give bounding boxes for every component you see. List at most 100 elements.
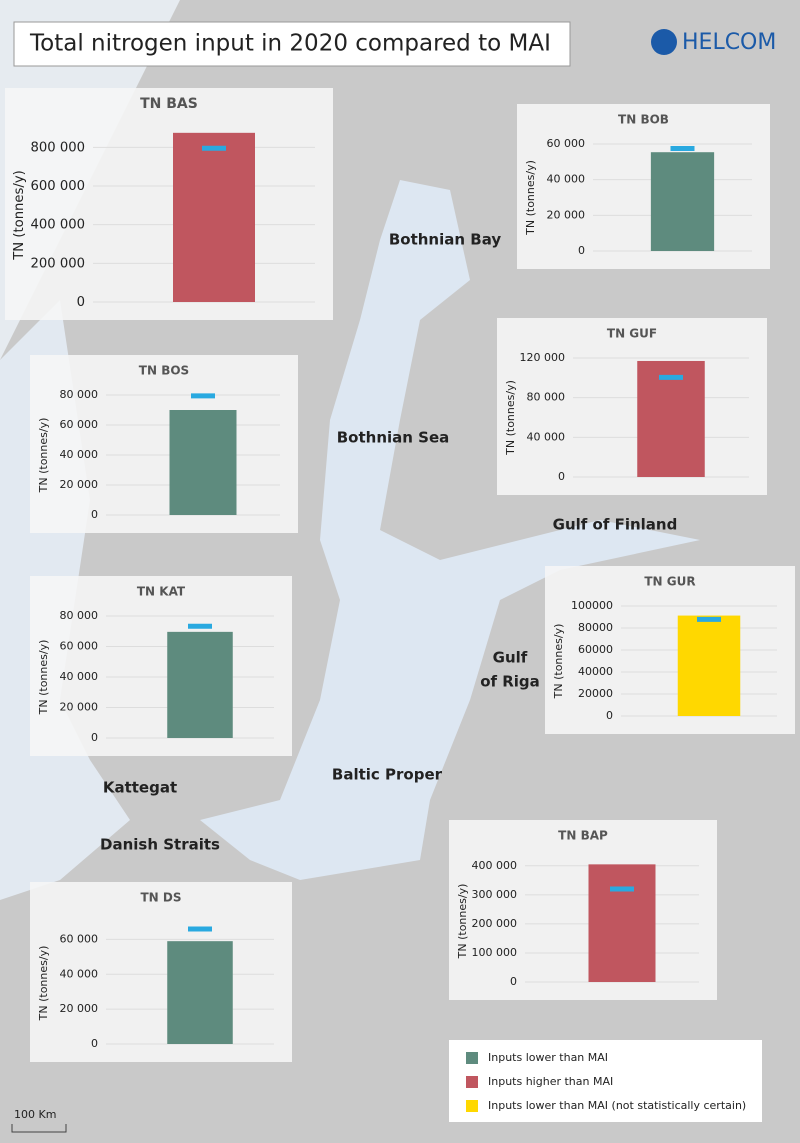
y-tick-label: 40 000: [60, 670, 99, 683]
y-tick-label: 20 000: [60, 701, 99, 714]
y-tick-label: 0: [578, 244, 585, 257]
scale-bar: [11, 1124, 67, 1133]
legend-swatch: [466, 1052, 478, 1064]
panel-bg: [30, 355, 298, 533]
y-axis-label: TN (tonnes/y): [504, 380, 517, 456]
chart-panel: TN KAT TN (tonnes/y) 0 20 000 40 000 60 000 80…: [30, 576, 292, 756]
chart-title: TN BOB: [618, 113, 669, 127]
y-tick-label: 300 000: [472, 888, 518, 901]
panel-bg: [449, 820, 717, 1000]
chart-title: TN GUR: [644, 575, 695, 589]
region-label: Gulf: [493, 649, 528, 667]
y-tick-label: 60 000: [60, 418, 99, 431]
region-labels: Bothnian Bay Bothnian Sea Gulf of Finland G…: [100, 231, 677, 854]
region-label: Danish Straits: [100, 836, 220, 854]
chart-title: TN KAT: [137, 585, 186, 599]
region-label: Bothnian Bay: [389, 231, 502, 249]
bar: [167, 941, 233, 1044]
y-tick-label: 100 000: [472, 946, 518, 959]
y-tick-label: 80 000: [60, 388, 99, 401]
y-tick-label: 0: [77, 295, 85, 310]
y-tick-label: 0: [91, 731, 98, 744]
y-tick-label: 100000: [571, 599, 613, 612]
y-tick-label: 120 000: [520, 351, 566, 364]
y-tick-label: 40000: [578, 665, 613, 678]
logo: HELCOM: [651, 29, 776, 55]
logo-icon: [651, 29, 677, 55]
y-tick-label: 200 000: [30, 256, 85, 271]
legend-label: Inputs lower than MAI (not statistically…: [488, 1099, 746, 1112]
chart-title: TN GUF: [607, 327, 657, 341]
panel-bg: [30, 882, 292, 1062]
region-label: Kattegat: [103, 779, 177, 797]
y-axis-label: TN (tonnes/y): [524, 160, 537, 236]
y-tick-label: 400 000: [30, 218, 85, 233]
y-tick-label: 800 000: [30, 140, 85, 155]
y-tick-label: 20 000: [547, 208, 586, 221]
region-label: Bothnian Sea: [337, 429, 450, 447]
logo-text: HELCOM: [682, 30, 776, 55]
title-box: [13, 21, 571, 67]
legend-label: Inputs lower than MAI: [488, 1051, 608, 1064]
panel-bg: [517, 104, 770, 269]
chart-title: TN BAP: [558, 829, 608, 843]
legend-box: [449, 1040, 762, 1122]
chart-panel: TN BAP TN (tonnes/y) 0 100 000 200 000 300 00…: [449, 820, 717, 1000]
bar: [588, 864, 656, 982]
y-tick-label: 60 000: [60, 640, 99, 653]
legend-swatch: [466, 1076, 478, 1088]
charts: TN BAS TN (tonnes/y) 0 200 000 400 000 600 00…: [5, 88, 795, 1062]
chart-panel: TN DS TN (tonnes/y) 0 20 000 40 000 60 000: [30, 882, 292, 1062]
bar: [167, 631, 233, 738]
title: Total nitrogen input in 2020 compared to…: [29, 31, 551, 57]
y-tick-label: 0: [558, 470, 565, 483]
chart-panel: TN GUF TN (tonnes/y) 0 40 000 80 000 120 000: [497, 318, 767, 495]
y-tick-label: 20000: [578, 687, 613, 700]
y-tick-label: 20 000: [60, 1002, 99, 1015]
panel-bg: [30, 576, 292, 756]
y-tick-label: 0: [91, 508, 98, 521]
y-tick-label: 40 000: [527, 430, 566, 443]
bar: [677, 615, 741, 716]
y-tick-label: 40 000: [60, 967, 99, 980]
y-tick-label: 200 000: [472, 917, 518, 930]
legend-label: Inputs higher than MAI: [488, 1075, 613, 1088]
y-tick-label: 60 000: [547, 137, 586, 150]
y-axis-label: TN (tonnes/y): [37, 946, 50, 1022]
chart-panel: TN GUR TN (tonnes/y) 0 20000 40000 60000 80000…: [545, 566, 795, 734]
chart-title: TN BOS: [139, 364, 189, 378]
y-tick-label: 0: [510, 975, 517, 988]
panel-bg: [497, 318, 767, 495]
y-tick-label: 60 000: [60, 932, 99, 945]
y-tick-label: 600 000: [30, 179, 85, 194]
panel-bg: [5, 88, 333, 320]
chart-panel: TN BAS TN (tonnes/y) 0 200 000 400 000 600 00…: [5, 88, 333, 320]
chart-title: TN DS: [140, 891, 181, 905]
y-axis-label: TN (tonnes/y): [12, 170, 27, 261]
y-axis-label: TN (tonnes/y): [552, 624, 565, 700]
y-tick-label: 0: [606, 709, 613, 722]
bar: [637, 360, 705, 477]
bar: [169, 410, 237, 515]
chart-panel: TN BOS TN (tonnes/y) 0 20 000 40 000 60 000 80…: [30, 355, 298, 533]
chart-panel: TN BOB TN (tonnes/y) 0 20 000 40 000 60 000: [517, 104, 770, 269]
y-tick-label: 0: [91, 1037, 98, 1050]
legend: Inputs lower than MAI Inputs higher than …: [466, 1051, 746, 1112]
y-tick-label: 400 000: [472, 859, 518, 872]
region-label: of Riga: [480, 673, 540, 691]
y-tick-label: 40 000: [547, 173, 586, 186]
legend-swatch: [466, 1100, 478, 1112]
y-axis-label: TN (tonnes/y): [37, 640, 50, 716]
chart-title: TN BAS: [140, 96, 198, 112]
y-tick-label: 40 000: [60, 448, 99, 461]
scale-label: 100 Km: [14, 1108, 56, 1121]
bar: [173, 132, 255, 302]
y-axis-label: TN (tonnes/y): [37, 418, 50, 494]
bar: [650, 152, 715, 251]
y-tick-label: 80 000: [527, 391, 566, 404]
y-tick-label: 80000: [578, 621, 613, 634]
region-label: Gulf of Finland: [553, 516, 678, 534]
y-tick-label: 60000: [578, 643, 613, 656]
